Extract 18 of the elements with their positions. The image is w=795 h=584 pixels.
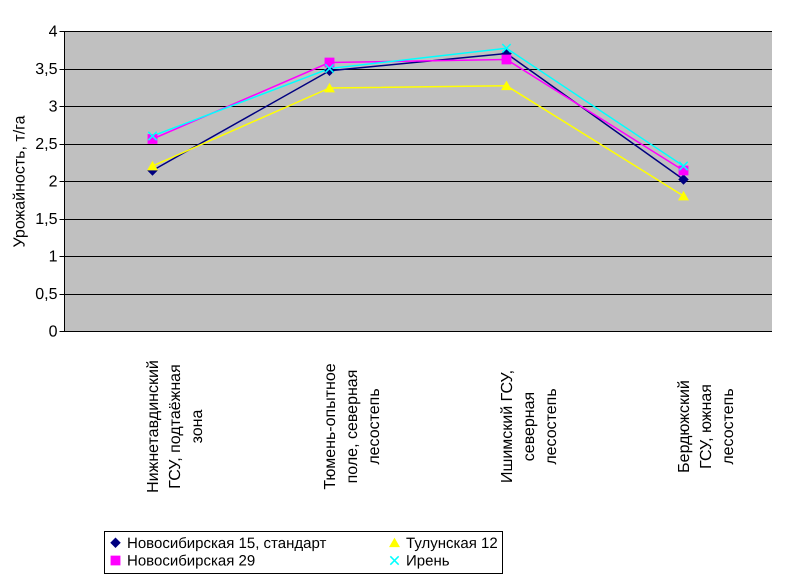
y-tick-label: 2,5 — [35, 136, 58, 153]
y-tick-label: 4 — [48, 24, 58, 40]
x-tick-label: Ишимский ГСУ, северная лесостепь — [499, 370, 560, 484]
y-tick-label: 3,5 — [35, 61, 58, 78]
x-tick-label: Тюмень-опытное поле, северная лесостепь — [322, 363, 383, 490]
y-tick-label: 0,5 — [35, 286, 58, 303]
y-tick-label: 3 — [48, 98, 58, 116]
legend-label: Ирень — [406, 552, 450, 570]
y-tick-label: 0 — [48, 324, 58, 340]
legend-label: Новосибирская 29 — [127, 552, 256, 570]
x-tick-label: Нижнетавдинский ГСУ, подтаёжная зона — [145, 360, 206, 493]
y-axis-title: Урожайность, т/га — [11, 115, 28, 248]
x-tick-label: Бердюжский ГСУ, южная лесостепь — [676, 380, 737, 473]
y-tick-label: 1 — [48, 248, 58, 266]
y-tick-label: 2 — [48, 174, 58, 190]
legend-label: Новосибирская 15, стандарт — [127, 534, 326, 552]
y-tick-label: 1,5 — [35, 211, 58, 228]
legend-label: Тулунская 12 — [406, 534, 498, 552]
